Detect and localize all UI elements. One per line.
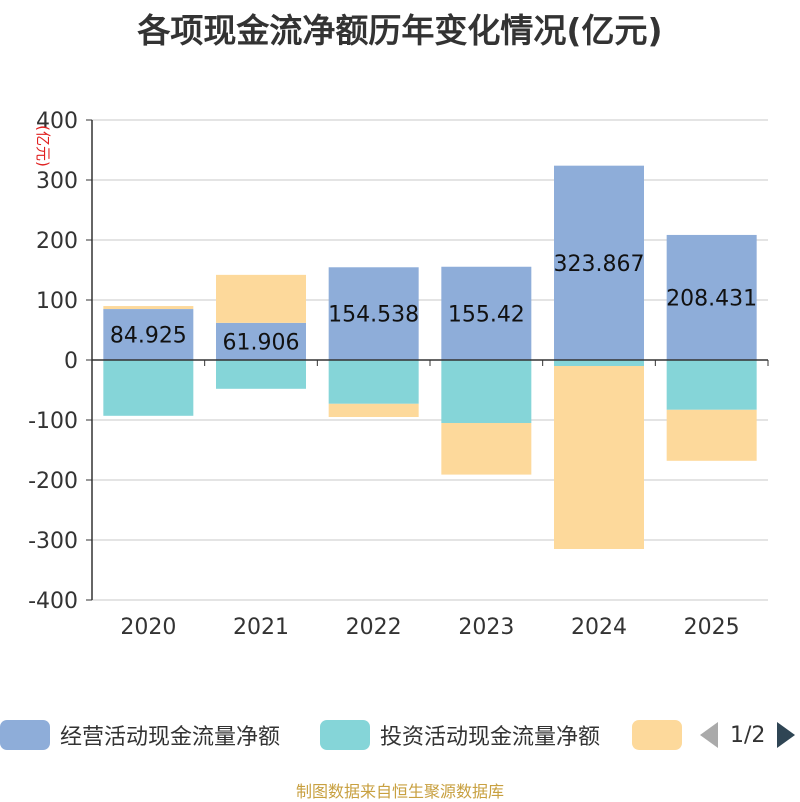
bar-series-0-2020[interactable] [103, 309, 194, 360]
bar-series-1-2024[interactable] [554, 360, 644, 366]
data-source-note: 制图数据来自恒生聚源数据库 [295, 782, 504, 801]
bar-series-1-2020[interactable] [103, 360, 194, 416]
legend-label-investing: 投资活动现金流量净额 [380, 725, 601, 750]
legend-prev-page-icon[interactable] [700, 722, 718, 748]
legend-swatch-financing [632, 720, 682, 750]
data-label-2025: 208.431 [666, 286, 757, 311]
bar-series-1-2021[interactable] [216, 360, 306, 389]
data-label-2022: 154.538 [328, 303, 419, 328]
y-tick-label: 300 [36, 169, 78, 194]
y-tick-label: 100 [36, 289, 78, 314]
y-axis-unit-label: (亿元) [34, 125, 52, 167]
chart-plot: 400 300 200 100 0 -100 -200 -300 -400 2020 2021 202… [28, 109, 769, 640]
x-tick-label-2022: 2022 [346, 615, 402, 640]
x-tick-label-2023: 2023 [458, 615, 514, 640]
bar-series-2-2020[interactable] [103, 306, 194, 310]
bar-series-1-2022[interactable] [328, 360, 419, 404]
x-tick-label-2020: 2020 [120, 615, 176, 640]
data-label-2023: 155.42 [448, 302, 525, 327]
x-tick-label-2021: 2021 [233, 615, 289, 640]
x-tick-label-2025: 2025 [684, 615, 740, 640]
y-tick-label: -200 [28, 469, 78, 494]
bar-series-2-2022[interactable] [328, 403, 419, 417]
y-tick-label: -400 [28, 589, 78, 614]
legend-label-operating: 经营活动现金流量净额 [60, 725, 281, 750]
bar-series-2-2021[interactable] [216, 274, 306, 323]
bar-series-0-2022[interactable] [328, 267, 419, 360]
chart-title: 各项现金流净额历年变化情况(亿元) [137, 11, 663, 50]
legend-page-indicator: 1/2 [730, 722, 766, 748]
legend-pager: 1/2 [700, 715, 796, 755]
y-tick-label: -300 [28, 529, 78, 554]
data-label-2021: 61.906 [223, 330, 300, 355]
axis-layer: 400 300 200 100 0 -100 -200 -300 -400 2020 2021 202… [28, 109, 769, 640]
legend-swatch-operating [0, 720, 50, 750]
bar-series-2-2024[interactable] [554, 366, 644, 549]
y-tick-label: -100 [28, 409, 78, 434]
bar-series-2-2023[interactable] [441, 423, 532, 475]
legend: 经营活动现金流量净额 投资活动现金流量净额 1/2 [0, 715, 800, 755]
labels-layer: 84.925 61.906 154.538 155.42 323.867 208.431 [110, 252, 757, 356]
x-tick-label-2024: 2024 [571, 615, 627, 640]
data-label-2020: 84.925 [110, 324, 187, 349]
bar-series-1-2025[interactable] [666, 360, 757, 410]
legend-item-financing[interactable] [632, 715, 692, 755]
bar-series-0-2025[interactable] [666, 234, 757, 360]
y-tick-label: 200 [36, 229, 78, 254]
bar-series-0-2024[interactable] [554, 165, 644, 360]
legend-next-page-icon[interactable] [777, 722, 796, 748]
data-label-2024: 323.867 [554, 252, 645, 277]
bar-series-0-2021[interactable] [216, 322, 306, 360]
y-tick-label: 400 [36, 109, 78, 134]
bars-layer [103, 165, 757, 549]
y-tick-label: 0 [64, 349, 78, 374]
grid-layer [92, 119, 768, 601]
legend-item-investing[interactable]: 投资活动现金流量净额 [320, 715, 600, 755]
bar-series-1-2023[interactable] [441, 360, 532, 423]
bar-series-2-2025[interactable] [666, 409, 757, 461]
legend-item-operating[interactable]: 经营活动现金流量净额 [0, 715, 280, 755]
legend-swatch-investing [320, 720, 370, 750]
bar-series-0-2023[interactable] [441, 266, 532, 360]
